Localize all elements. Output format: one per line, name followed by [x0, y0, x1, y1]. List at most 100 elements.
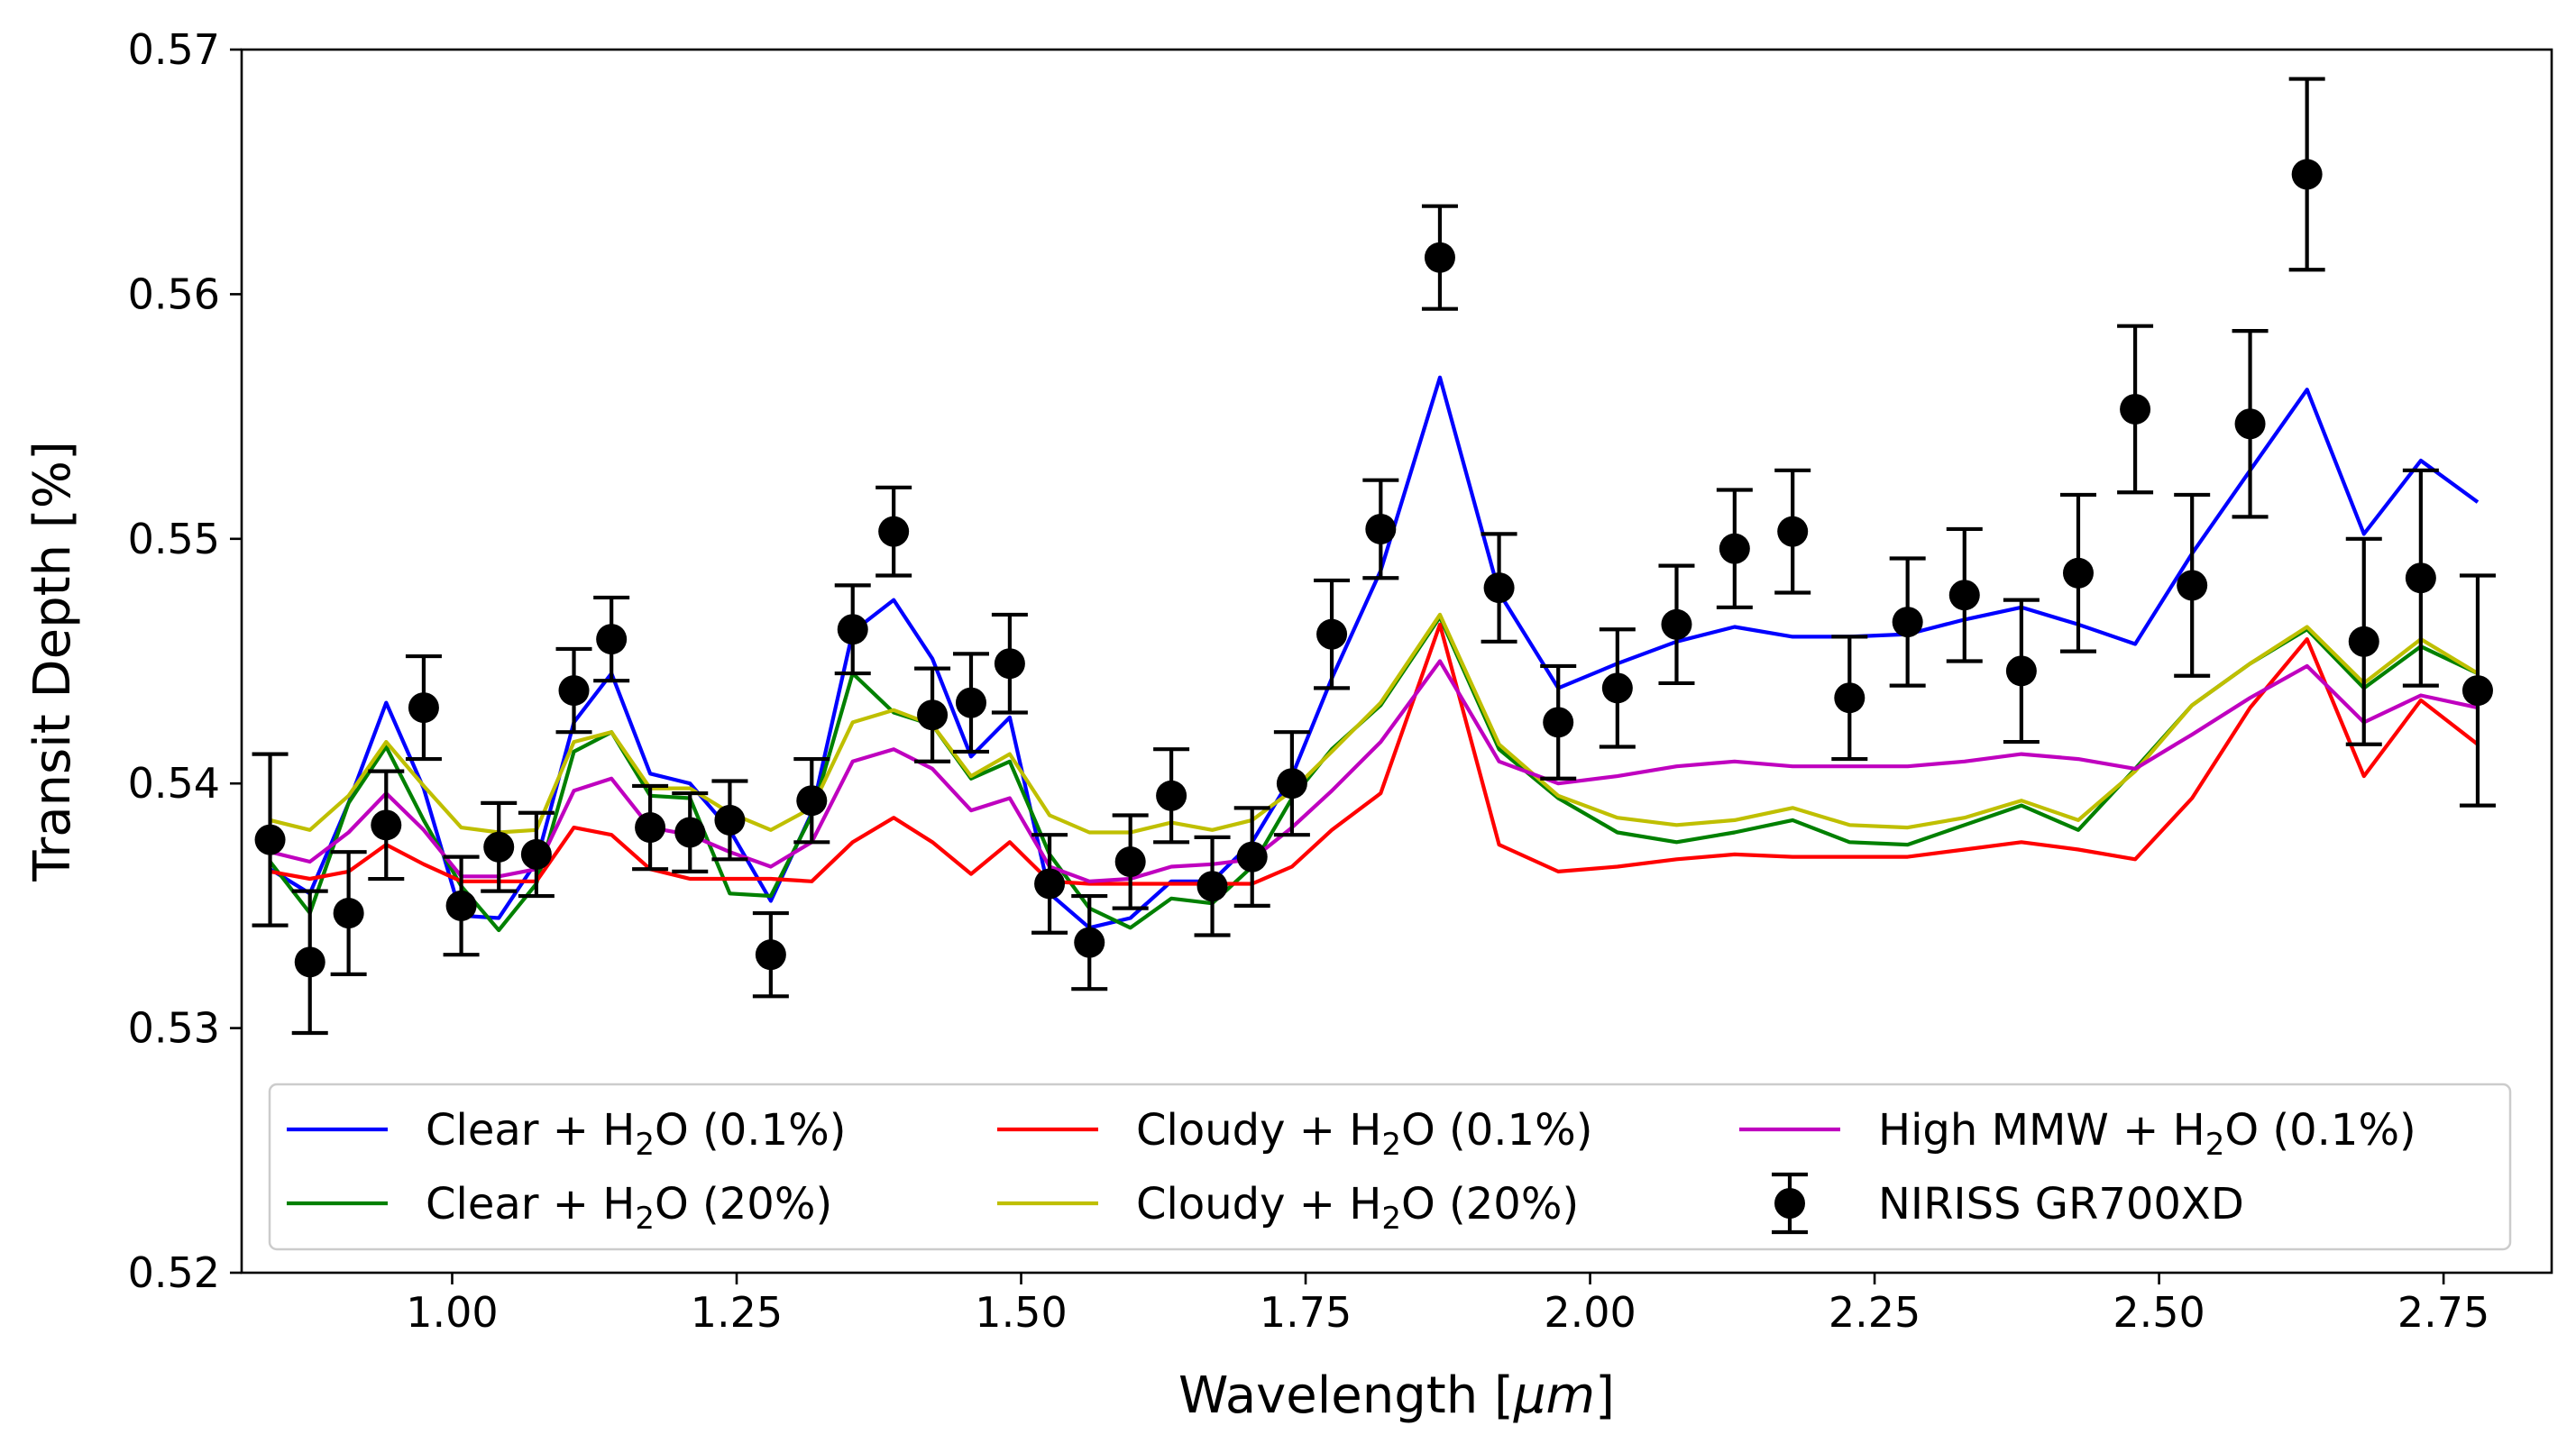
observation-point: [1599, 627, 1636, 749]
data-marker: [917, 699, 949, 731]
data-marker: [1719, 533, 1750, 564]
series-line-4: [270, 612, 2480, 835]
observation-point: [291, 889, 328, 1036]
data-marker: [1661, 608, 1692, 640]
data-marker: [674, 817, 706, 848]
observation-point: [2345, 536, 2382, 746]
series-line-2: [268, 615, 2479, 933]
axes: 1.00 1.25 1.50 1.75 2.00 2.25 2.50 2.75 0.52 0.53…: [23, 25, 2489, 1425]
observations: [252, 77, 2496, 1036]
plot-frame: [240, 48, 2553, 1275]
observation-point: [1946, 526, 1983, 663]
y-tick-label: 0.56: [128, 270, 220, 318]
x-tick-label: 1.00: [406, 1288, 498, 1337]
observation-point: [368, 769, 405, 882]
observation-point: [405, 653, 442, 762]
legend-entry: Cloudy + H2O (20%): [997, 1179, 1579, 1237]
data-marker: [714, 804, 746, 836]
legend-entry: Clear + H2O (0.1%): [287, 1105, 846, 1163]
observation-point: [1153, 747, 1190, 845]
data-marker: [1034, 868, 1066, 900]
observation-point: [1071, 893, 1108, 992]
data-marker: [1156, 780, 1187, 811]
legend-entry: Cloudy + H2O (0.1%): [997, 1105, 1592, 1163]
data-marker: [483, 831, 515, 863]
legend-label: NIRISS GR700XD: [1878, 1179, 2244, 1229]
observation-point: [593, 595, 630, 683]
observation-point: [1233, 806, 1270, 909]
data-marker: [2348, 626, 2379, 657]
legend: Clear + H2O (0.1%) Clear + H2O (20%) Cloud…: [268, 1083, 2512, 1251]
observation-point: [1540, 663, 1577, 781]
data-marker: [755, 939, 786, 971]
legend-label: Clear + H2O (20%): [426, 1179, 832, 1237]
observation-point: [2459, 573, 2496, 808]
data-marker: [2405, 562, 2436, 594]
observation-point: [711, 779, 748, 862]
series-line-1: [269, 375, 2480, 930]
data-marker: [1114, 846, 1146, 878]
legend-marker: [1774, 1188, 1805, 1219]
y-tick-label: 0.53: [128, 1004, 220, 1053]
observation-point: [793, 756, 830, 845]
observation-point: [1112, 813, 1149, 910]
observation-point: [952, 652, 989, 754]
x-tick-label: 1.50: [975, 1288, 1067, 1337]
observation-point: [752, 910, 789, 999]
observation-point: [1889, 556, 1926, 688]
x-tick-label: 1.75: [1260, 1288, 1352, 1337]
legend-label: Cloudy + H2O (0.1%): [1136, 1105, 1592, 1163]
observation-point: [555, 646, 592, 735]
data-marker: [520, 838, 552, 870]
legend-label: High MMW + H2O (0.1%): [1878, 1105, 2416, 1163]
data-marker: [371, 809, 402, 841]
series-line-5: [270, 659, 2479, 883]
observation-point: [672, 790, 709, 874]
observation-point: [1421, 204, 1458, 311]
data-marker: [1236, 841, 1268, 873]
data-marker: [2120, 393, 2151, 425]
observation-point: [2003, 598, 2040, 745]
data-marker: [1948, 580, 1980, 611]
x-axis-label: Wavelength [μm]: [1178, 1366, 1615, 1425]
data-marker: [1483, 572, 1515, 604]
legend-entry: Clear + H2O (20%): [287, 1179, 832, 1237]
legend-label: Clear + H2O (0.1%): [426, 1105, 846, 1163]
observation-point: [1314, 578, 1351, 690]
data-marker: [333, 898, 364, 929]
data-marker: [1074, 927, 1105, 958]
data-marker: [796, 785, 828, 817]
observation-point: [330, 850, 367, 976]
observation-point: [1194, 835, 1231, 937]
data-marker: [1316, 618, 1348, 650]
legend-label: Cloudy + H2O (20%): [1136, 1179, 1579, 1237]
data-marker: [994, 648, 1025, 680]
data-marker: [2461, 675, 2493, 707]
y-tick-label: 0.55: [128, 515, 220, 563]
data-marker: [445, 890, 477, 921]
observation-point: [443, 854, 480, 957]
observation-point: [2288, 77, 2325, 272]
observation-point: [2059, 492, 2096, 653]
y-axis-label: Transit Depth [%]: [23, 441, 82, 882]
observation-point: [252, 752, 289, 928]
data-marker: [2177, 570, 2208, 601]
data-marker: [1543, 707, 1574, 738]
data-marker: [1276, 768, 1307, 800]
data-marker: [558, 675, 590, 707]
observation-point: [481, 800, 518, 893]
observation-point: [1716, 488, 1753, 609]
data-marker: [1834, 682, 1866, 714]
data-marker: [408, 692, 439, 724]
data-marker: [596, 624, 628, 655]
x-tick-label: 2.75: [2397, 1288, 2489, 1337]
observation-point: [914, 666, 951, 763]
data-marker: [837, 614, 868, 645]
y-tick-label: 0.57: [128, 25, 220, 74]
observation-point: [1031, 833, 1068, 935]
observation-point: [1273, 730, 1310, 837]
data-marker: [2291, 159, 2323, 190]
data-marker: [2062, 557, 2094, 589]
observation-point: [2402, 468, 2439, 688]
